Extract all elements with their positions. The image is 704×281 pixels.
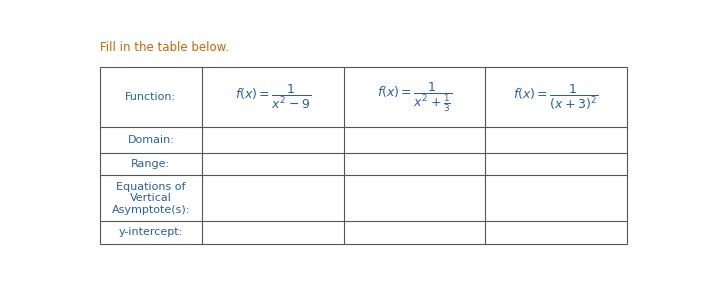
Text: Equations of
Vertical
Asymptote(s):: Equations of Vertical Asymptote(s):	[112, 182, 190, 215]
Text: Fill in the table below.: Fill in the table below.	[100, 41, 229, 54]
Text: Domain:: Domain:	[127, 135, 175, 145]
Text: y-intercept:: y-intercept:	[119, 227, 183, 237]
Text: $f(x) = \dfrac{1}{(x+3)^2}$: $f(x) = \dfrac{1}{(x+3)^2}$	[513, 82, 599, 112]
Text: Range:: Range:	[132, 159, 170, 169]
Text: $f(x) = \dfrac{1}{x^2 + \frac{1}{3}}$: $f(x) = \dfrac{1}{x^2 + \frac{1}{3}}$	[377, 80, 452, 114]
Text: Function:: Function:	[125, 92, 177, 102]
Bar	[100, 67, 627, 244]
Text: $f(x) = \dfrac{1}{x^2 - 9}$: $f(x) = \dfrac{1}{x^2 - 9}$	[234, 83, 310, 111]
